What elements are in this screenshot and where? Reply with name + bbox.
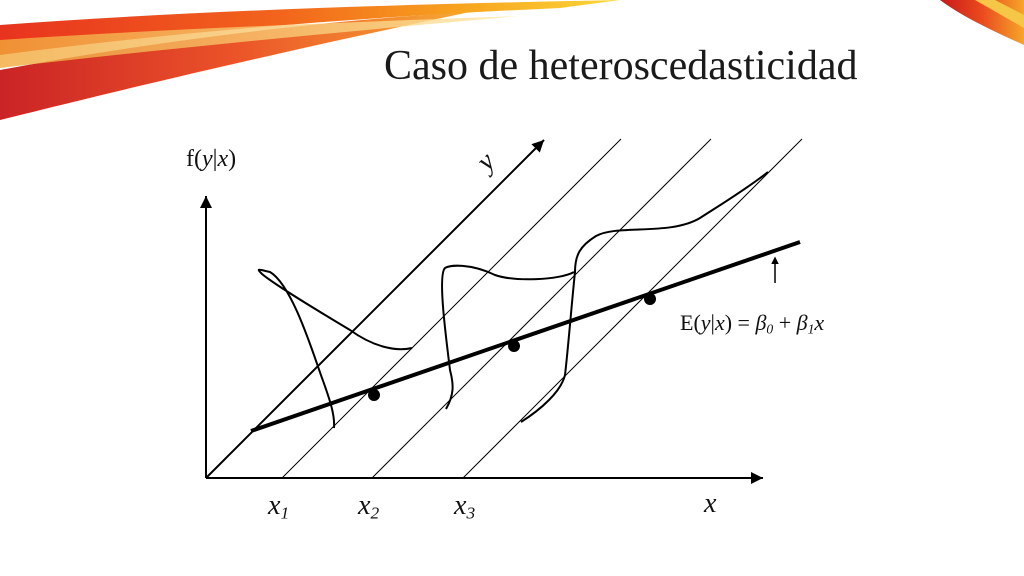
guide-line-x3 bbox=[462, 138, 803, 479]
mean-point-x3 bbox=[644, 293, 656, 305]
decorative-banner bbox=[0, 0, 1024, 120]
eq-x: x bbox=[714, 310, 725, 335]
eq-beta1-sub: 1 bbox=[807, 321, 815, 337]
vertical-axis-label: f(y|x) bbox=[186, 147, 236, 171]
eq-equals: ) = bbox=[724, 310, 756, 335]
banner-stripe-yellow bbox=[0, 16, 520, 68]
x-point-label-1: x1 bbox=[268, 492, 289, 522]
density-curve-x3 bbox=[520, 171, 769, 423]
x-point-label-3-base: x bbox=[454, 490, 467, 521]
banner-stripe-orange bbox=[0, 0, 620, 55]
horizontal-axis-label: x bbox=[704, 488, 717, 519]
vertical-axis-label-prefix: f( bbox=[186, 146, 202, 172]
mean-point-x1 bbox=[368, 389, 380, 401]
banner-stripe-right-yellow bbox=[975, 0, 1024, 28]
regression-line bbox=[250, 240, 801, 433]
diagonal-y-axis bbox=[205, 139, 545, 479]
vertical-axis-label-x: x bbox=[217, 146, 229, 172]
eq-prefix: E( bbox=[680, 310, 701, 335]
mean-point-x2 bbox=[508, 340, 520, 352]
x-point-label-2-sub: 2 bbox=[370, 503, 380, 523]
eq-beta1: β bbox=[796, 310, 808, 335]
vertical-axis-label-bar: | bbox=[212, 146, 218, 172]
vertical-axis-label-y: y bbox=[201, 146, 213, 172]
regression-equation-label: E(y|x) = β0 + β1x bbox=[680, 312, 824, 336]
x-point-label-3-sub: 3 bbox=[466, 503, 476, 523]
eq-plus: + bbox=[773, 310, 797, 335]
guide-line-x2 bbox=[371, 138, 712, 479]
eq-bar: | bbox=[710, 310, 715, 335]
guide-line-x1 bbox=[281, 138, 622, 479]
slide-title: Caso de heteroscedasticidad bbox=[384, 43, 858, 89]
x-point-label-2-base: x bbox=[358, 490, 371, 521]
density-curve-x1 bbox=[257, 268, 413, 429]
vertical-axis-label-suffix: ) bbox=[228, 146, 237, 172]
eq-xvar: x bbox=[814, 310, 825, 335]
eq-y: y bbox=[700, 310, 711, 335]
x-point-label-3: x3 bbox=[454, 492, 475, 522]
eq-beta0-sub: 0 bbox=[766, 321, 774, 337]
x-point-label-2: x2 bbox=[358, 492, 379, 522]
density-curve-x2 bbox=[441, 264, 575, 410]
eq-beta0: β bbox=[755, 310, 767, 335]
x-point-label-1-base: x bbox=[268, 490, 281, 521]
banner-stripe-red bbox=[0, 12, 470, 120]
x-point-label-1-sub: 1 bbox=[280, 503, 290, 523]
